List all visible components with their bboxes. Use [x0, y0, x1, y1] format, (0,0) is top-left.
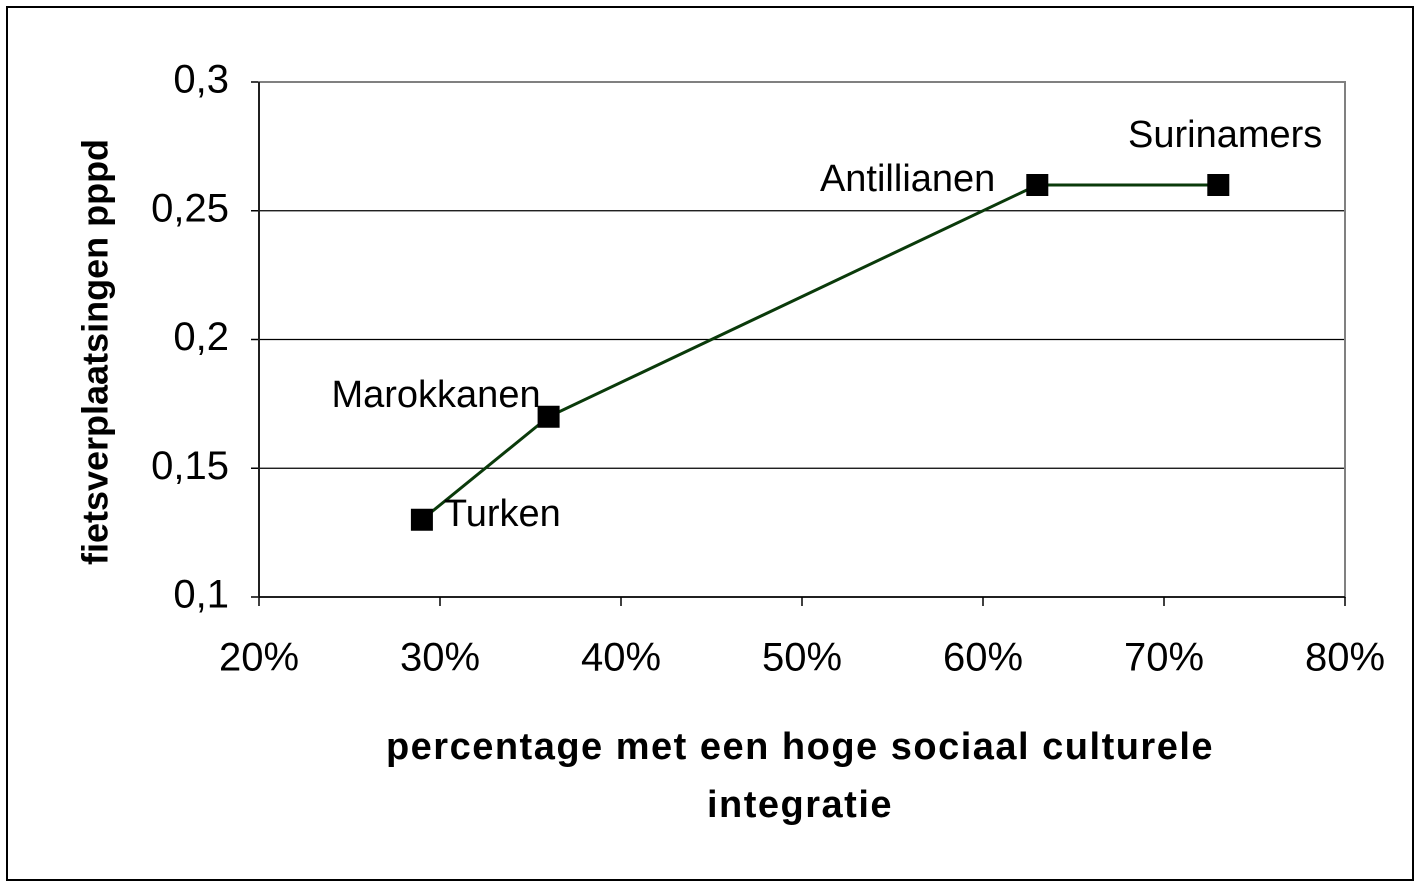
point-label: Turken [444, 493, 561, 535]
y-tick-label: 0,15 [151, 444, 229, 488]
y-tick-label: 0,1 [173, 573, 229, 617]
y-tick-label: 0,25 [151, 186, 229, 230]
x-axis-label: percentage met een hoge sociaal culturel… [385, 726, 1215, 826]
x-tick-label: 20% [219, 636, 299, 680]
x-tick-label: 70% [1124, 636, 1204, 680]
series-line [420, 183, 1219, 521]
x-tick-label: 60% [943, 636, 1023, 680]
frame [6, 6, 1414, 881]
marker [1207, 174, 1230, 196]
y-tick-label: 0,3 [173, 58, 229, 102]
y-tick-label: 0,2 [173, 315, 229, 359]
x-tick-label: 50% [762, 636, 842, 680]
point-label: Marokkanen [331, 374, 540, 416]
x-tick-label: 40% [581, 636, 661, 680]
marker [410, 508, 433, 531]
x-tick-label: 30% [400, 636, 480, 680]
marker [537, 405, 560, 428]
point-label: Surinamers [1128, 114, 1322, 156]
marker [1026, 174, 1049, 196]
x-tick-label: 80% [1305, 636, 1385, 680]
point-label: Antillianen [820, 158, 995, 200]
y-axis-label: fietsverplaatsingen pppd [75, 139, 116, 565]
